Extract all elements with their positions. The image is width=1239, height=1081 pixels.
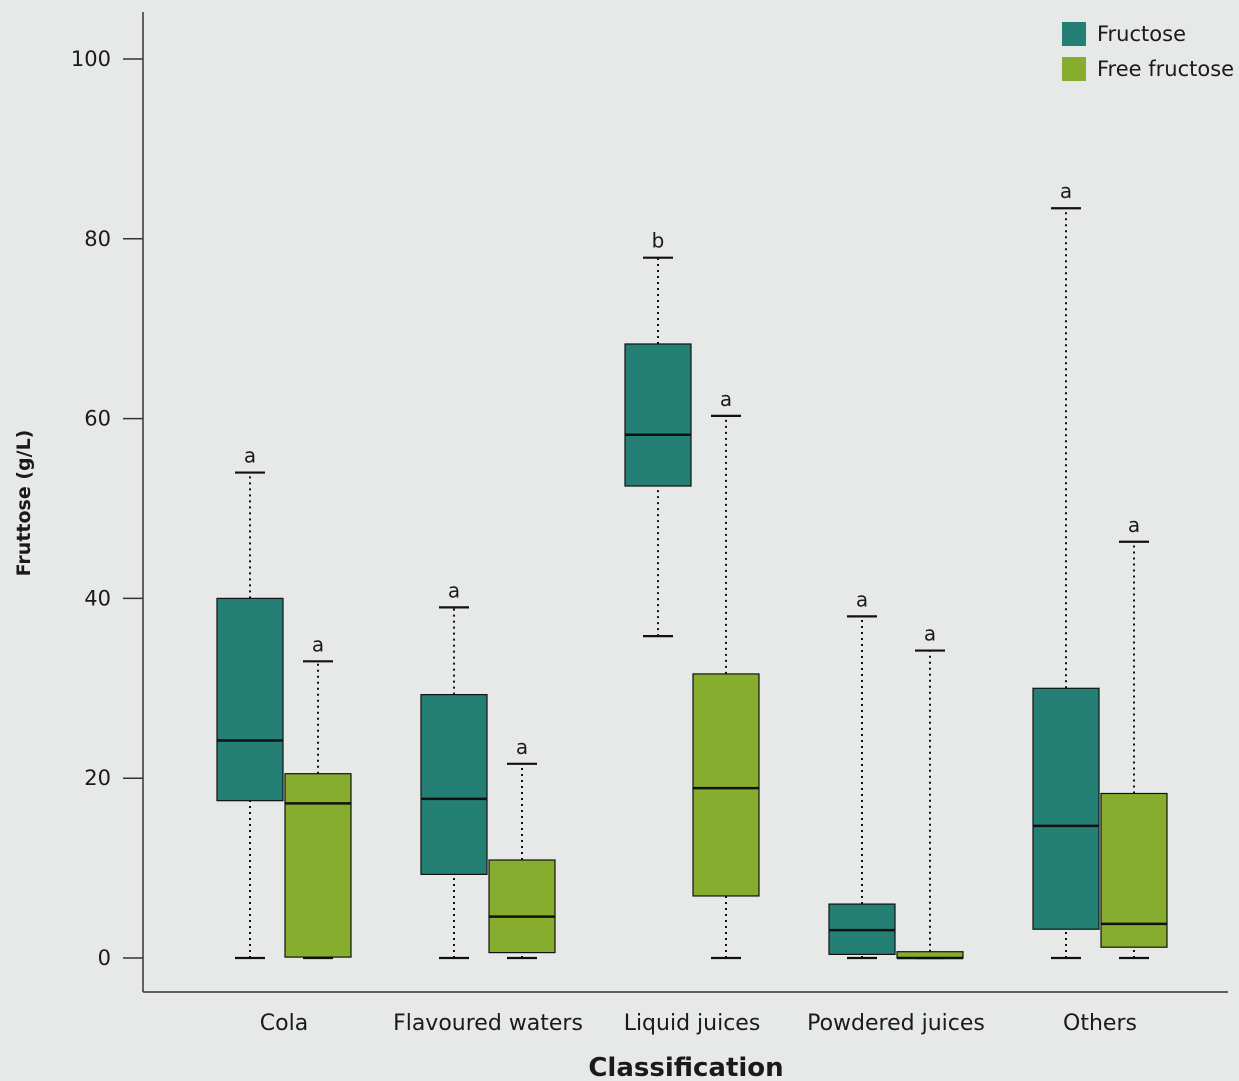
- box-body: [1100, 792, 1168, 948]
- y-tick-label: 20: [84, 766, 111, 790]
- y-tick-label: 60: [84, 407, 111, 431]
- x-category-label: Powdered juices: [807, 1011, 985, 1036]
- y-tick-label: 0: [98, 946, 111, 970]
- significance-label: a: [448, 578, 460, 602]
- legend-label: Fructose: [1097, 22, 1186, 46]
- box-1-3: a: [896, 622, 964, 960]
- x-category-label: Cola: [260, 1011, 308, 1036]
- box-0-3: a: [828, 587, 896, 960]
- legend-swatch: [1062, 57, 1086, 81]
- legend-swatch: [1062, 22, 1086, 46]
- box-0-1: a: [420, 578, 488, 960]
- box-1-2: a: [692, 387, 760, 960]
- y-tick-label: 100: [71, 47, 111, 71]
- significance-label: a: [1060, 179, 1072, 203]
- y-axis-title: Fruttose (g/L): [13, 430, 35, 577]
- box-body: [284, 773, 352, 958]
- box-body: [692, 673, 760, 897]
- legend-label: Free fructose: [1097, 57, 1234, 81]
- x-axis-title: Classification: [588, 1053, 783, 1081]
- box-0-0: a: [216, 444, 284, 960]
- significance-label: a: [720, 387, 732, 411]
- significance-label: b: [652, 229, 665, 253]
- significance-label: a: [516, 735, 528, 759]
- box-body: [488, 859, 556, 954]
- y-tick-label: 80: [84, 227, 111, 251]
- significance-label: a: [312, 632, 324, 656]
- box-0-2: b: [624, 229, 692, 638]
- legend: Fructose Free fructose: [1062, 22, 1234, 81]
- x-category-label: Flavoured waters: [393, 1011, 583, 1036]
- x-category-label: Liquid juices: [624, 1011, 761, 1036]
- box-0-4: a: [1032, 179, 1100, 960]
- box-body: [624, 343, 692, 487]
- y-tick-label: 40: [84, 586, 111, 610]
- significance-label: a: [856, 587, 868, 611]
- box-1-0: a: [284, 632, 352, 960]
- box-1-1: a: [488, 735, 556, 960]
- significance-label: a: [924, 622, 936, 646]
- box-body: [420, 693, 488, 875]
- significance-label: a: [1128, 513, 1140, 537]
- x-category-label: Others: [1063, 1011, 1137, 1036]
- box-body: [216, 597, 284, 802]
- significance-label: a: [244, 444, 256, 468]
- box-body: [1032, 687, 1100, 930]
- box-1-4: a: [1100, 513, 1168, 960]
